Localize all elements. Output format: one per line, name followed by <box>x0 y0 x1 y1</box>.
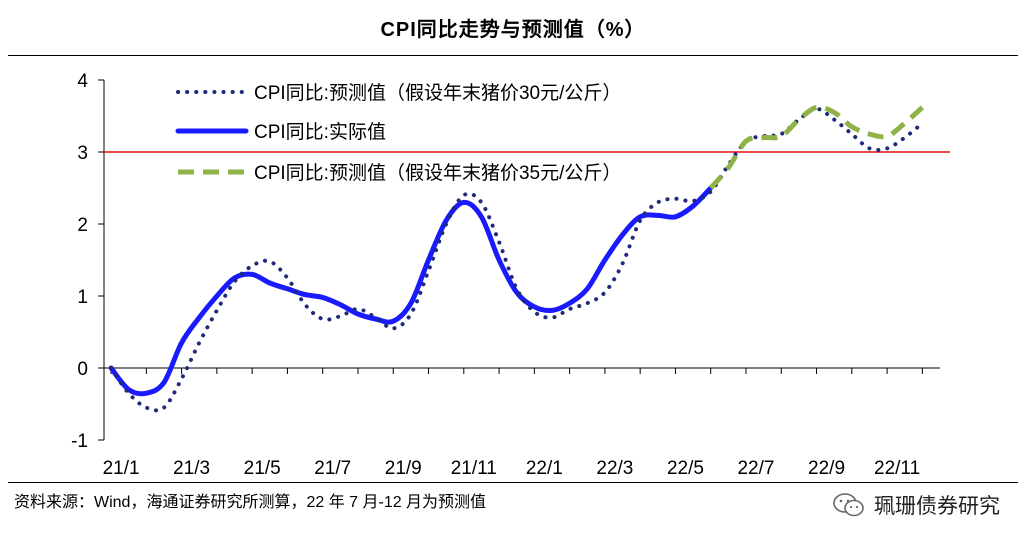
x-tick-label: 21/3 <box>173 458 210 479</box>
x-tick-label: 21/7 <box>314 458 351 479</box>
legend-label-1: CPI同比:预测值（假设年末猪价30元/公斤） <box>254 82 621 104</box>
x-tick-label: 21/9 <box>385 458 422 479</box>
cpi-line-chart: 4 3 2 1 0 -1 21/1 21/3 21/5 21/7 21/9 21/11 22/1 22/3… <box>71 71 950 479</box>
source-note: 资料来源：Wind，海通证券研究所测算，22 年 7 月-12 月为预测值 <box>14 494 487 511</box>
legend-label-2: CPI同比:实际值 <box>254 121 386 143</box>
x-tick-label: 22/11 <box>874 458 920 479</box>
x-tick-label: 22/1 <box>526 458 563 479</box>
y-tick-label: -1 <box>71 431 88 452</box>
watermark: 珮珊债券研究 <box>832 490 1000 520</box>
wechat-icon <box>833 493 864 517</box>
x-tick-label: 21/11 <box>451 458 497 479</box>
y-tick-label: 4 <box>77 71 88 92</box>
x-tick-label: 21/5 <box>244 458 281 479</box>
x-tick-label: 22/9 <box>808 458 845 479</box>
x-tick-label: 22/3 <box>596 458 633 479</box>
y-tick-label: 2 <box>77 215 88 236</box>
title-bar: CPI同比走势与预测值（%） <box>8 0 1018 56</box>
chart-title: CPI同比走势与预测值（%） <box>380 19 646 41</box>
y-tick-label: 1 <box>77 287 88 308</box>
x-tick-label: 21/1 <box>103 458 140 479</box>
series-forecast-30-line <box>109 106 925 413</box>
y-tick-label: 3 <box>77 143 88 164</box>
x-tick-label: 22/5 <box>667 458 704 479</box>
x-tick-label: 22/7 <box>737 458 774 479</box>
legend-label-3: CPI同比:预测值（假设年末猪价35元/公斤） <box>254 162 621 184</box>
series-actual-line <box>108 185 714 397</box>
watermark-text: 珮珊债券研究 <box>874 495 1000 518</box>
y-tick-label: 0 <box>77 359 88 380</box>
source-divider <box>8 482 1018 486</box>
series-forecast-35-line <box>708 104 925 190</box>
